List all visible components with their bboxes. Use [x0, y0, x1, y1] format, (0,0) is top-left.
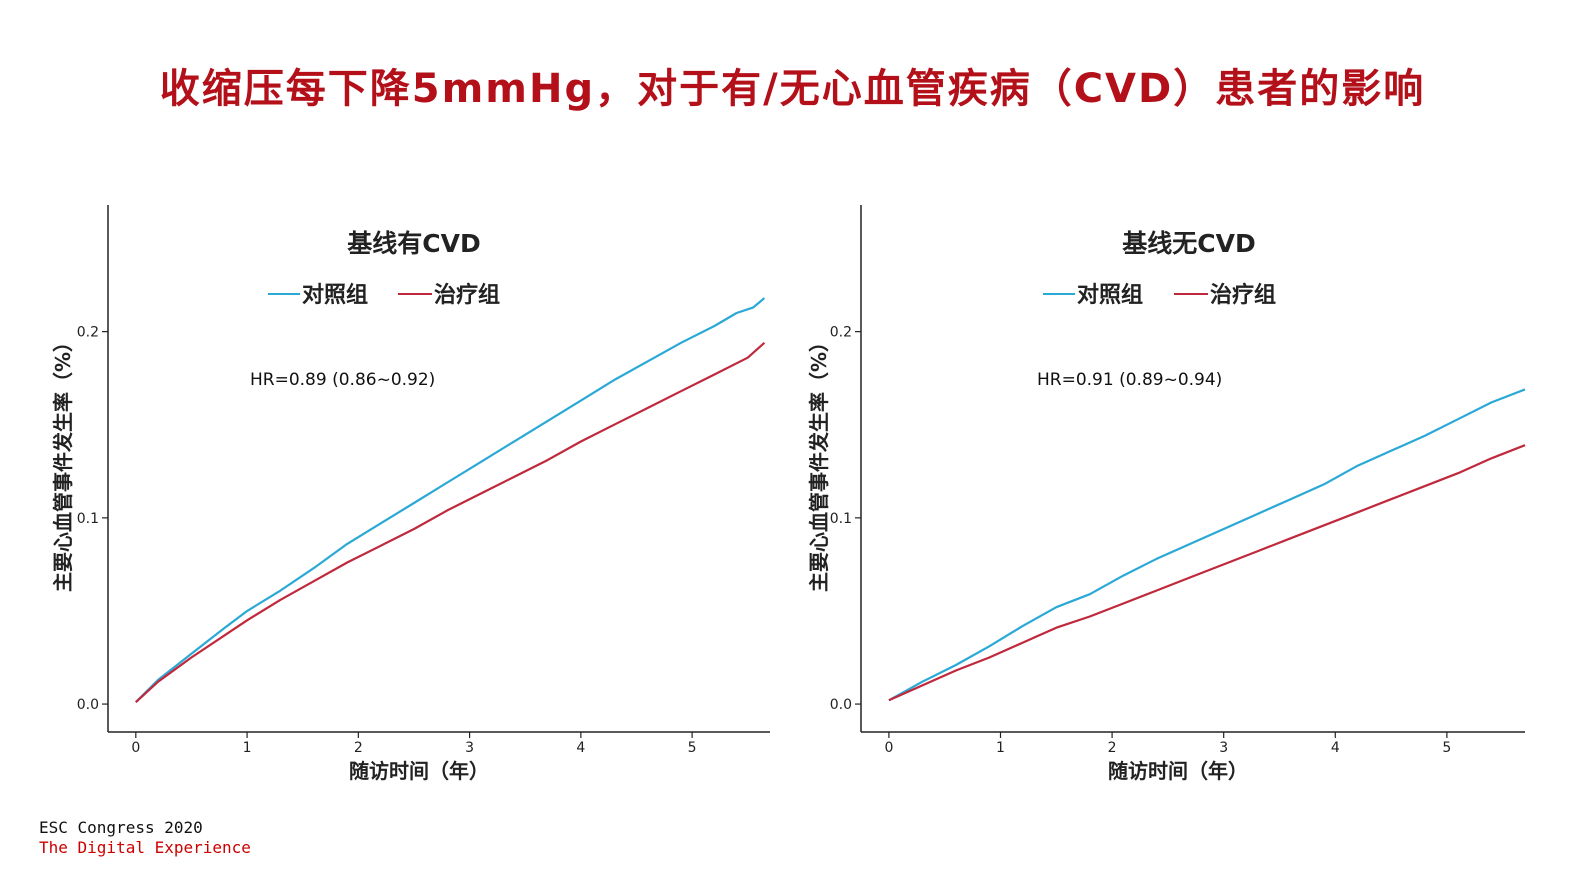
- y-tick-label: 0.2: [77, 325, 99, 341]
- legend-treatment-label: 治疗组: [1210, 282, 1276, 308]
- x-tick-label: 2: [1108, 740, 1117, 756]
- x-tick-label: 5: [1442, 740, 1451, 756]
- x-tick-label: 4: [1331, 740, 1340, 756]
- legend-control-label: 对照组: [1077, 282, 1143, 308]
- x-axis-label: 随访时间（年）: [1108, 759, 1248, 783]
- x-tick-label: 3: [465, 740, 474, 756]
- chart-with-cvd: 基线有CVD 对照组 治疗组 HR=0.89 (0.86~0.92) 随访时间（…: [51, 205, 770, 783]
- y-tick-label: 0.1: [830, 511, 852, 527]
- y-tick-label: 0.1: [77, 511, 99, 527]
- y-axis-label: 主要心血管事件发生率（%）: [51, 332, 75, 592]
- footer-congress: ESC Congress 2020: [39, 818, 203, 837]
- y-tick-label: 0.0: [830, 697, 852, 713]
- series-line-treatment: [888, 444, 1526, 702]
- y-tick-label: 0.2: [830, 325, 852, 341]
- x-tick-label: 1: [996, 740, 1005, 756]
- x-tick-label: 1: [243, 740, 252, 756]
- plot-area: 0 1 2 3 4 5 0.0 0.1 0.2: [77, 297, 766, 756]
- y-axis-label: 主要心血管事件发生率（%）: [807, 332, 831, 592]
- x-tick-label: 5: [688, 740, 697, 756]
- legend-control-label: 对照组: [302, 282, 368, 308]
- hr-annotation: HR=0.89 (0.86~0.92): [250, 370, 435, 390]
- series-line-control: [135, 297, 766, 703]
- slide-title: 收缩压每下降5mmHg，对于有/无心血管疾病（CVD）患者的影响: [159, 66, 1426, 112]
- chart-without-cvd: 基线无CVD 对照组 治疗组 HR=0.91 (0.89~0.94) 随访时间（…: [807, 205, 1526, 783]
- chart-title: 基线有CVD: [347, 229, 480, 258]
- x-tick-label: 0: [884, 740, 893, 756]
- series-line-treatment: [135, 341, 766, 704]
- legend: 对照组 治疗组: [268, 282, 500, 308]
- footer: ESC Congress 2020 The Digital Experience: [39, 818, 251, 858]
- legend-treatment-label: 治疗组: [434, 282, 500, 308]
- x-tick-label: 2: [354, 740, 363, 756]
- x-axis-label: 随访时间（年）: [349, 759, 489, 783]
- x-tick-label: 3: [1219, 740, 1228, 756]
- x-tick-label: 0: [131, 740, 140, 756]
- hr-annotation: HR=0.91 (0.89~0.94): [1037, 370, 1222, 390]
- legend: 对照组 治疗组: [1043, 282, 1276, 308]
- plot-area: 0 1 2 3 4 5 0.0 0.1 0.2: [830, 325, 1526, 756]
- series-line-control: [888, 388, 1526, 702]
- chart-title: 基线无CVD: [1122, 229, 1255, 258]
- x-tick-label: 4: [576, 740, 585, 756]
- footer-tagline: The Digital Experience: [39, 838, 251, 857]
- y-tick-label: 0.0: [77, 697, 99, 713]
